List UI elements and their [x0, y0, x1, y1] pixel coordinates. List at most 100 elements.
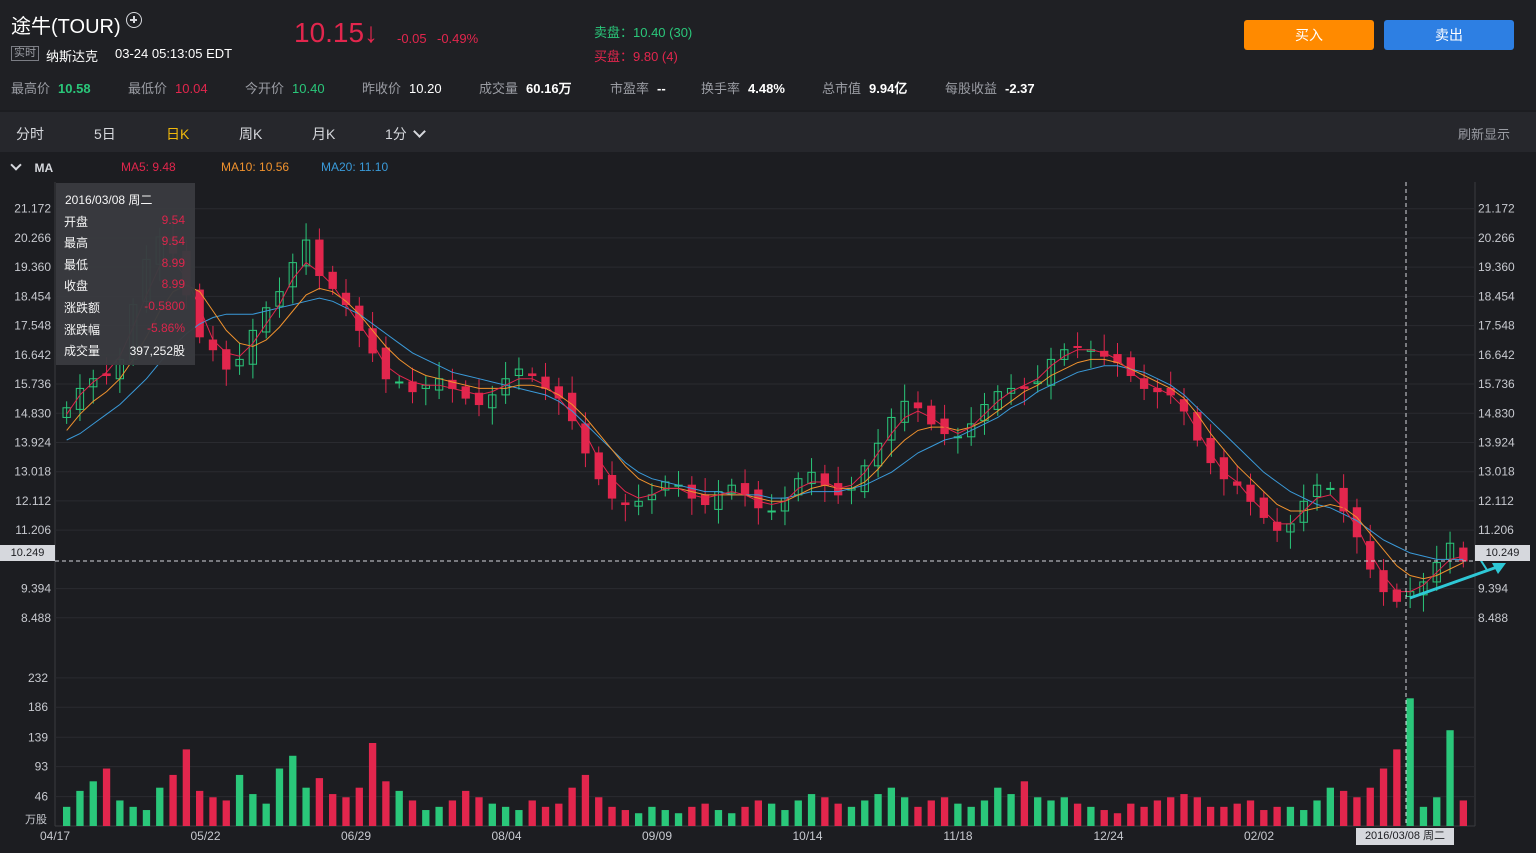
candle-body: [301, 239, 311, 267]
trend-arrow-head: [1492, 563, 1506, 574]
volume-bar: [634, 813, 643, 826]
price-tick-label: 20.266: [14, 231, 51, 245]
price-tick-label: 17.548: [1478, 319, 1515, 333]
tab-daily-k[interactable]: 日K: [166, 126, 190, 142]
candle-body: [195, 289, 204, 338]
stat-label: 市盈率: [610, 81, 650, 96]
volume-bar: [674, 813, 683, 826]
tooltip-value: 9.54: [161, 213, 185, 227]
volume-tick-label: 186: [28, 700, 48, 714]
volume-bar: [355, 787, 363, 826]
tooltip-row-change: 涨跌额 -0.5800: [64, 299, 187, 316]
stat-open: 今开价 10.40: [245, 78, 325, 98]
candle-body: [1126, 357, 1135, 377]
stat-label: 昨收价: [362, 81, 402, 96]
tooltip-row-high: 最高 9.54: [64, 234, 187, 251]
add-watchlist-icon[interactable]: [126, 12, 142, 28]
candle-body: [607, 475, 617, 499]
tooltip-value: -5.86%: [146, 321, 185, 335]
volume-bar: [701, 803, 709, 826]
tooltip-label: 成交量: [64, 344, 101, 358]
candle-body: [262, 307, 271, 333]
stat-turnover: 换手率 4.48%: [701, 78, 785, 98]
volume-bar: [608, 806, 616, 826]
tooltip-row-low: 最低 8.99: [64, 256, 187, 273]
candle-body: [395, 381, 404, 384]
volume-bar: [382, 781, 390, 826]
candle-body: [1326, 487, 1335, 490]
volume-bar: [488, 803, 496, 826]
volume-bar: [1047, 800, 1055, 826]
volume-bar: [927, 800, 935, 826]
price-change: -0.05: [397, 31, 427, 46]
crosshair-date-label: 2016/03/08 周二: [1356, 828, 1454, 845]
candle-body: [1366, 541, 1375, 570]
candle-body: [1339, 487, 1348, 512]
tab-weekly-k[interactable]: 周K: [239, 126, 263, 142]
tab-1min[interactable]: 1分: [385, 124, 426, 144]
volume-bar: [1007, 794, 1015, 826]
volume-bar: [1366, 787, 1374, 826]
candle-body: [1006, 387, 1016, 394]
candle-body: [940, 418, 949, 435]
volume-bar: [1300, 810, 1308, 826]
volume-bar: [235, 774, 244, 826]
volume-bar: [1326, 787, 1334, 826]
date-tick-label: 05/22: [190, 829, 220, 843]
candle-body: [75, 387, 85, 410]
date-tick-label: 12/24: [1093, 829, 1123, 843]
candle-body: [1179, 399, 1189, 412]
candle-body: [1206, 437, 1215, 464]
price-tick-label: 16.642: [14, 348, 51, 362]
volume-unit-label: 万股: [25, 814, 47, 826]
buy-button[interactable]: 买入: [1244, 20, 1374, 50]
candle-body: [594, 452, 603, 480]
candle-body: [1020, 386, 1029, 389]
volume-bar: [1206, 806, 1215, 826]
tooltip-row-close: 收盘 8.99: [64, 277, 187, 294]
volume-bar: [302, 787, 310, 826]
volume-bar: [62, 806, 71, 826]
price-tick-label: 21.172: [1478, 202, 1515, 216]
volume-bar: [568, 787, 576, 826]
stat-volume: 成交量 60.16万: [479, 78, 572, 98]
tab-5day[interactable]: 5日: [94, 126, 116, 142]
price-change-pct: -0.49%: [437, 31, 479, 46]
volume-bar: [368, 743, 377, 826]
candle-body: [1259, 497, 1268, 518]
refresh-display-button[interactable]: 刷新显示: [1458, 127, 1511, 142]
candle-body: [514, 368, 524, 377]
bid-quote: 买盘：9.80 (4): [594, 49, 678, 64]
volume-bar: [555, 803, 563, 826]
candle-body: [1432, 562, 1441, 583]
date-tick-label: 11/18: [943, 829, 972, 843]
price-tick-label: 17.548: [14, 319, 51, 333]
current-price: 10.15: [294, 17, 365, 48]
ma5-legend: MA5: 9.48: [121, 160, 176, 174]
volume-bar: [1034, 797, 1042, 826]
ma-toggle[interactable]: MA: [10, 159, 53, 177]
candle-body: [993, 391, 1002, 410]
candle-body: [700, 494, 710, 506]
price-tick-label: 11.206: [15, 523, 51, 537]
volume-bar: [794, 800, 802, 826]
candle-body: [1246, 484, 1255, 502]
tab-monthly-k[interactable]: 月K: [312, 126, 336, 142]
volume-bar: [940, 797, 949, 826]
volume-bar: [1446, 730, 1454, 826]
volume-bar: [1353, 797, 1361, 826]
candle-body: [62, 407, 71, 418]
candle-body: [634, 500, 643, 507]
volume-bar: [249, 794, 257, 826]
volume-bar: [887, 787, 896, 826]
volume-tick-label: 46: [35, 790, 49, 804]
volume-bar: [1167, 797, 1175, 826]
sell-button[interactable]: 卖出: [1384, 20, 1514, 50]
crosshair-price-label-left: 10.249: [0, 545, 55, 561]
candle-body: [1219, 457, 1229, 480]
volume-bar: [767, 803, 776, 826]
tab-intraday[interactable]: 分时: [16, 126, 44, 142]
volume-bar: [116, 800, 124, 826]
price-tick-label: 13.924: [1478, 435, 1515, 449]
